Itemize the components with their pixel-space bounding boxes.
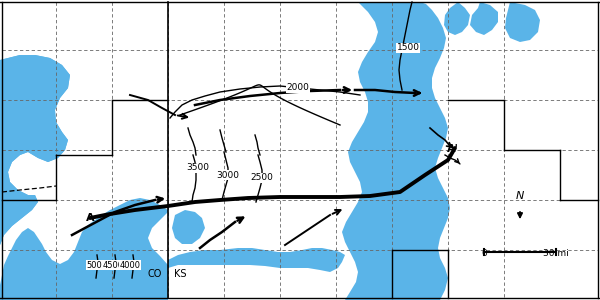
Polygon shape [470,2,498,35]
Text: 2000: 2000 [287,83,310,92]
Text: 3500: 3500 [187,164,209,172]
Text: A': A' [447,144,459,154]
Polygon shape [0,55,168,300]
Text: KS: KS [174,269,186,279]
Polygon shape [0,55,70,245]
Text: 1500: 1500 [397,44,419,52]
Text: 30 mi: 30 mi [543,249,569,258]
Text: 5000: 5000 [86,260,107,269]
Text: 4000: 4000 [119,260,140,269]
Text: 3000: 3000 [217,170,239,179]
Polygon shape [505,2,540,42]
Text: A: A [86,213,94,223]
Text: 0: 0 [481,249,487,258]
Text: 4500: 4500 [103,260,124,269]
Polygon shape [444,2,470,35]
Text: N: N [516,191,524,201]
Polygon shape [172,210,205,244]
Text: 2500: 2500 [251,173,274,182]
Polygon shape [168,248,345,272]
Polygon shape [342,2,450,300]
Text: CO: CO [148,269,162,279]
